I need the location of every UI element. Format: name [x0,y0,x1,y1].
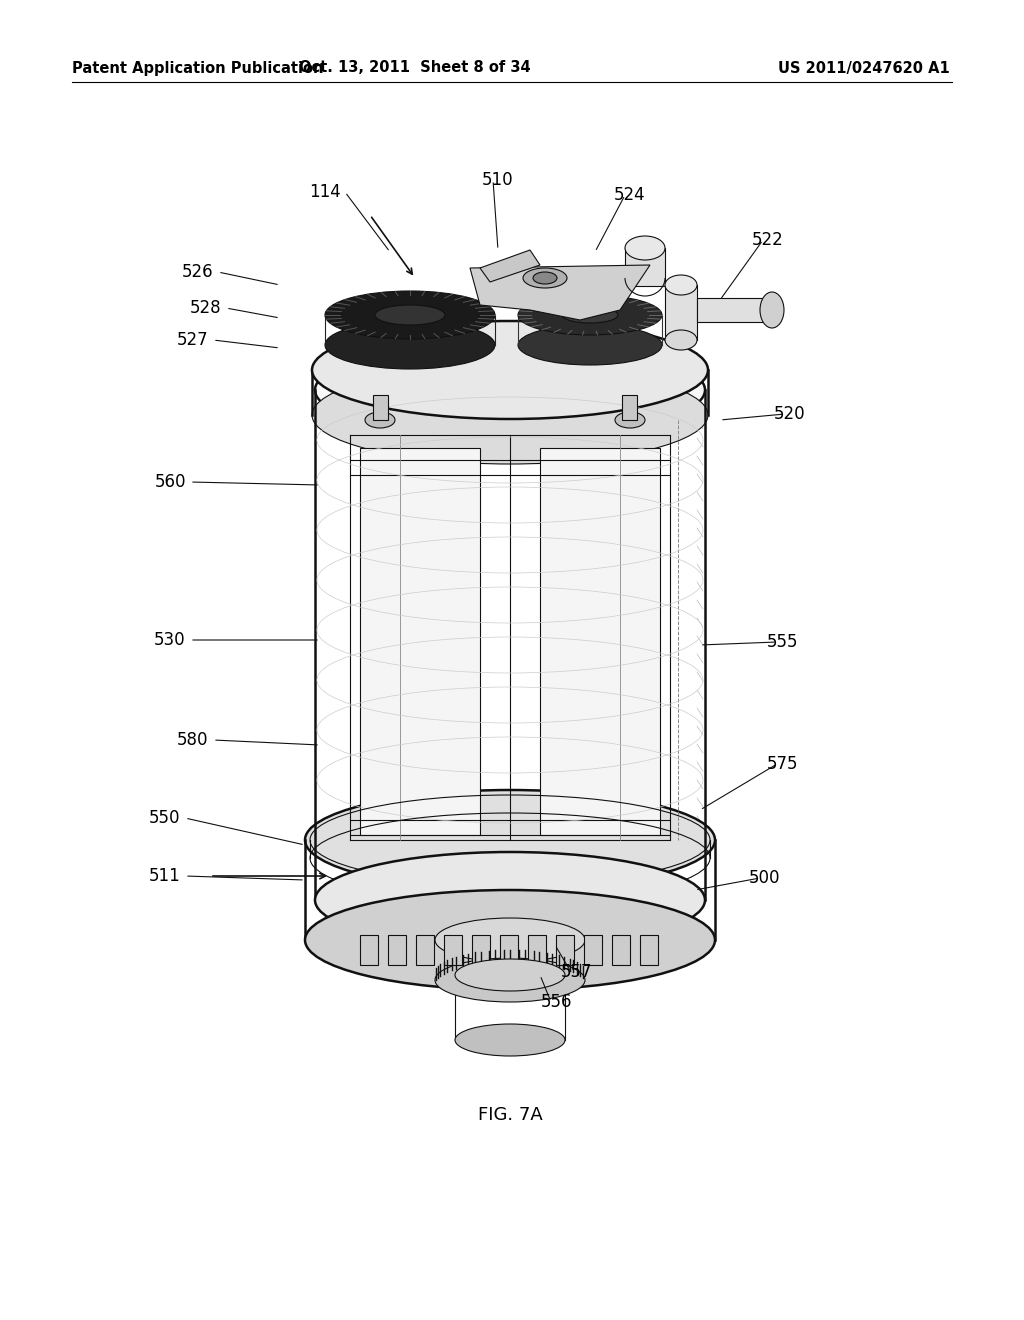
Ellipse shape [665,275,697,294]
Ellipse shape [534,272,557,284]
Text: 556: 556 [541,993,571,1011]
Ellipse shape [365,412,395,428]
Ellipse shape [305,890,715,990]
Text: US 2011/0247620 A1: US 2011/0247620 A1 [778,61,950,75]
Ellipse shape [375,305,445,325]
Text: 527: 527 [177,331,209,348]
Text: Oct. 13, 2011  Sheet 8 of 34: Oct. 13, 2011 Sheet 8 of 34 [299,61,530,75]
Bar [500,935,518,965]
Bar [665,285,697,341]
Text: 580: 580 [177,731,209,748]
Ellipse shape [760,292,784,327]
Bar [388,935,406,965]
Bar [640,935,658,965]
Bar [625,248,665,286]
Bar [373,395,388,420]
Polygon shape [470,265,650,319]
Ellipse shape [325,321,495,370]
Bar [444,935,462,965]
Text: 522: 522 [752,231,784,249]
Ellipse shape [315,342,705,438]
Bar [360,935,378,965]
Bar [540,447,660,836]
Text: 528: 528 [190,300,222,317]
Text: 557: 557 [560,964,592,981]
Bar [528,935,546,965]
Text: 500: 500 [750,869,780,887]
Ellipse shape [325,290,495,339]
Bar [360,447,480,836]
Ellipse shape [315,851,705,948]
Text: FIG. 7A: FIG. 7A [477,1106,543,1125]
Text: 530: 530 [155,631,185,649]
Ellipse shape [455,1024,565,1056]
Ellipse shape [625,236,665,260]
Bar [472,935,490,965]
Text: 524: 524 [614,186,646,205]
Ellipse shape [455,960,565,991]
Ellipse shape [435,917,585,962]
Ellipse shape [305,789,715,890]
Bar [416,935,434,965]
Text: 511: 511 [150,867,181,884]
Text: 114: 114 [309,183,341,201]
Ellipse shape [312,366,708,465]
Text: 550: 550 [150,809,181,828]
Polygon shape [480,249,540,282]
Ellipse shape [523,268,567,288]
Bar [584,935,602,965]
Text: 560: 560 [155,473,185,491]
Bar [622,395,637,420]
Text: 555: 555 [766,634,798,651]
Bar [612,935,630,965]
Ellipse shape [665,330,697,350]
Ellipse shape [312,321,708,418]
Text: Patent Application Publication: Patent Application Publication [72,61,324,75]
Ellipse shape [435,958,585,1002]
Text: 575: 575 [766,755,798,774]
Text: 520: 520 [774,405,806,422]
Text: 526: 526 [182,263,214,281]
Ellipse shape [615,412,645,428]
Bar [556,935,574,965]
Ellipse shape [518,325,662,366]
Text: 510: 510 [482,172,514,189]
Ellipse shape [518,294,662,335]
Bar [697,298,772,322]
Ellipse shape [562,308,618,323]
